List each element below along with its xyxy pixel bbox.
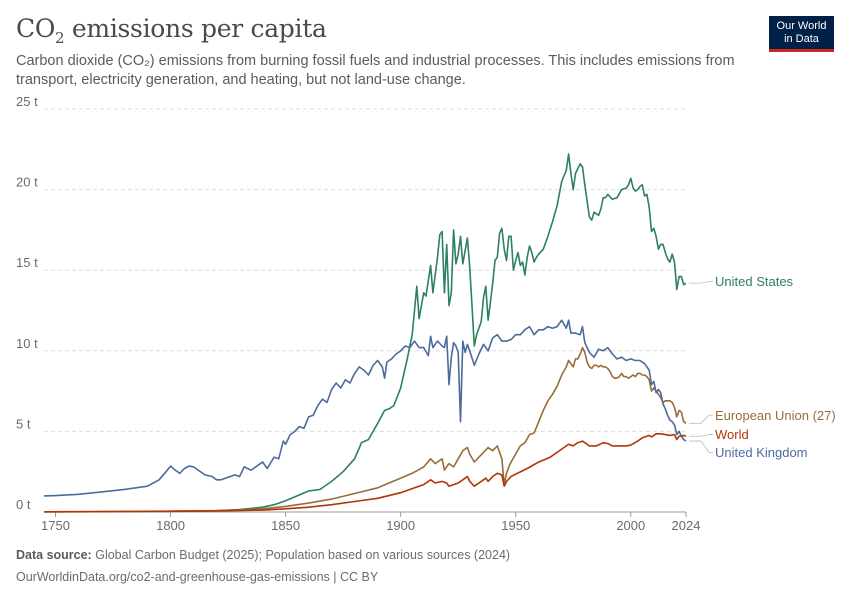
series-line-united-kingdom[interactable] — [43, 319, 687, 497]
owid-logo[interactable]: Our World in Data — [769, 16, 834, 52]
series-labels: United States European Union (27) World Uni… — [689, 274, 836, 460]
label-connector — [689, 434, 713, 437]
series-label[interactable]: European Union (27) — [715, 408, 836, 423]
x-tick-label: 1850 — [271, 518, 300, 533]
x-tick-label: 1750 — [41, 518, 70, 533]
chart-title: CO2 emissions per capita — [16, 14, 327, 47]
logo-line-2: in Data — [784, 32, 819, 45]
logo-line-1: Our World — [776, 20, 827, 32]
x-tick-label: 1950 — [501, 518, 530, 533]
y-tick-label: 10 t — [16, 336, 38, 351]
gridlines — [44, 108, 686, 432]
chart-subtitle: Carbon dioxide (CO₂) emissions from burn… — [16, 53, 735, 88]
series-label[interactable]: United Kingdom — [715, 445, 808, 460]
y-tick-label: 15 t — [16, 255, 38, 270]
y-tick-label: 5 t — [16, 416, 31, 431]
x-axis: 1750 1800 1850 1900 1950 2000 2024 — [41, 511, 701, 533]
label-connector — [689, 414, 713, 424]
series-line-european-union-27-[interactable] — [43, 346, 687, 513]
y-tick-label: 20 t — [16, 175, 38, 190]
series-line-world[interactable] — [43, 433, 687, 513]
label-connector — [689, 440, 713, 453]
data-source: Data source: Global Carbon Budget (2025)… — [16, 548, 511, 562]
y-tick-label: 25 t — [16, 94, 38, 109]
x-tick-label: 2024 — [672, 518, 701, 533]
series-line-united-states[interactable] — [170, 153, 687, 512]
x-tick-label: 1900 — [386, 518, 415, 533]
series-label[interactable]: World — [715, 427, 749, 442]
series-label[interactable]: United States — [715, 274, 794, 289]
source-url[interactable]: OurWorldinData.org/co2-and-greenhouse-ga… — [16, 570, 379, 584]
y-tick-label: 0 t — [16, 497, 31, 512]
label-connector — [689, 281, 713, 284]
y-axis-tick-labels: 0 t 5 t 10 t 15 t 20 t 25 t — [16, 94, 38, 512]
series-lines — [43, 153, 687, 513]
x-tick-label: 2000 — [616, 518, 645, 533]
x-tick-label: 1800 — [156, 518, 185, 533]
